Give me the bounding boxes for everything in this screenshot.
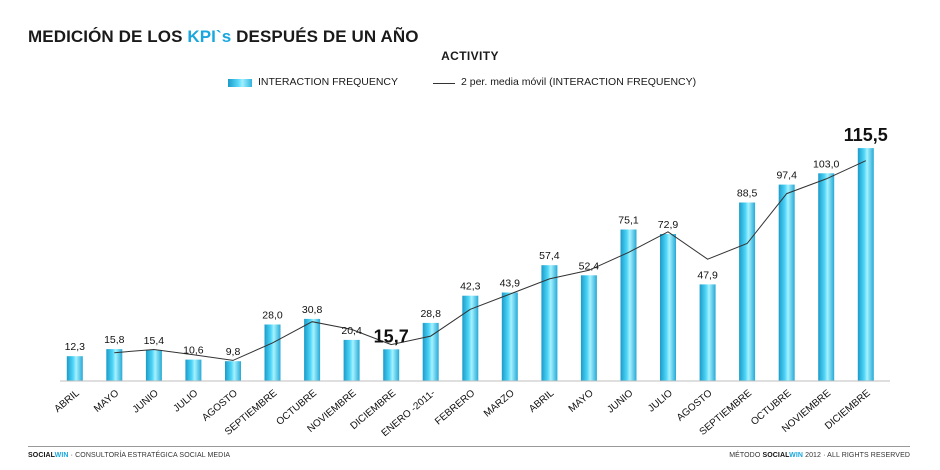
x-tick-label-13: ABRIL — [527, 388, 557, 415]
data-label-2: 15,8 — [104, 334, 125, 346]
x-tick-label-15: JUNIO — [605, 388, 635, 416]
data-label-6: 28,0 — [262, 310, 283, 322]
data-label-8: 20,4 — [341, 325, 362, 337]
x-tick-label-5: AGOSTO — [200, 388, 240, 424]
footer-right-suffix: 2012 · ALL RIGHTS RESERVED — [803, 452, 910, 459]
chart-title: ACTIVITY — [441, 49, 499, 63]
bar-1 — [66, 356, 83, 381]
bar-13 — [541, 265, 558, 381]
footer-divider — [28, 446, 910, 447]
x-tick-label-3: JUNIO — [131, 388, 161, 416]
data-label-16: 72,9 — [658, 219, 679, 231]
data-label-10: 28,8 — [420, 308, 441, 320]
x-tick-label-12: MARZO — [482, 388, 517, 420]
footer-brand-win: WIN — [54, 452, 69, 459]
bar-4 — [185, 359, 202, 381]
footer-right-credit: MÉTODO SOCIALWIN 2012 · ALL RIGHTS RESER… — [729, 452, 910, 459]
legend-line-swatch — [433, 83, 455, 84]
data-label-18: 88,5 — [737, 188, 758, 200]
data-label-19: 97,4 — [776, 170, 797, 182]
footer-right-prefix: MÉTODO — [729, 452, 763, 459]
bar-20 — [818, 173, 835, 381]
bar-10 — [422, 322, 439, 381]
x-tick-label-11: FEBRERO — [433, 388, 477, 428]
data-label-17: 47,9 — [697, 269, 718, 281]
data-label-12: 43,9 — [500, 278, 521, 290]
bar-2 — [106, 349, 123, 381]
bar-3 — [145, 349, 162, 381]
x-tick-label-4: JULIO — [172, 388, 201, 415]
data-label-21: 115,5 — [844, 125, 888, 145]
footer-left-text: · CONSULTORÍA ESTRATÉGICA SOCIAL MEDIA — [68, 452, 231, 459]
bar-17 — [699, 284, 716, 381]
data-label-20: 103,0 — [813, 158, 839, 170]
footer-brand-social: SOCIAL — [28, 452, 55, 459]
bar-11 — [462, 295, 479, 381]
bar-5 — [225, 361, 241, 381]
legend-bar-swatch — [228, 79, 252, 87]
bar-15 — [620, 229, 637, 381]
bar-19 — [778, 184, 795, 381]
bar-8 — [343, 339, 360, 381]
footer-left-credit: SOCIALWIN · CONSULTORÍA ESTRATÉGICA SOCI… — [28, 452, 230, 459]
bar-21 — [857, 148, 874, 381]
x-tick-label-1: ABRIL — [53, 388, 83, 415]
x-tick-label-17: AGOSTO — [675, 388, 715, 424]
bar-12 — [501, 292, 518, 381]
legend-label-bars: INTERACTION FREQUENCY — [258, 76, 399, 88]
x-tick-label-14: MAYO — [567, 388, 596, 415]
data-label-11: 42,3 — [460, 281, 481, 293]
footer-right-brand-social: SOCIAL — [762, 452, 790, 459]
page-title-suffix: DESPUÉS DE UN AÑO — [231, 27, 419, 46]
data-label-5: 9,8 — [226, 346, 241, 358]
bar-14 — [580, 275, 597, 381]
data-label-13: 57,4 — [539, 250, 560, 262]
data-label-3: 15,4 — [144, 335, 165, 347]
page-title-prefix: MEDICIÓN DE LOS — [28, 27, 188, 46]
bar-16 — [660, 234, 676, 381]
bar-7 — [304, 318, 321, 381]
footer-right-brand-win: WIN — [789, 452, 804, 459]
data-label-4: 10,6 — [183, 345, 204, 357]
data-label-15: 75,1 — [618, 215, 639, 227]
x-tick-label-2: MAYO — [92, 388, 121, 415]
bar-6 — [264, 324, 281, 381]
data-label-9: 15,7 — [374, 326, 409, 346]
page-title: MEDICIÓN DE LOS KPI`s DESPUÉS DE UN AÑO — [28, 27, 419, 47]
data-label-14: 52,4 — [579, 260, 600, 272]
page-title-accent: KPI`s — [187, 27, 232, 46]
legend-label-line: 2 per. media móvil (INTERACTION FREQUENC… — [461, 76, 697, 88]
bar-9 — [383, 349, 400, 381]
data-label-7: 30,8 — [302, 304, 323, 316]
moving-average-line — [114, 160, 867, 361]
bar-18 — [739, 202, 756, 381]
x-tick-label-16: JULIO — [646, 388, 675, 415]
data-label-1: 12,3 — [65, 341, 86, 353]
